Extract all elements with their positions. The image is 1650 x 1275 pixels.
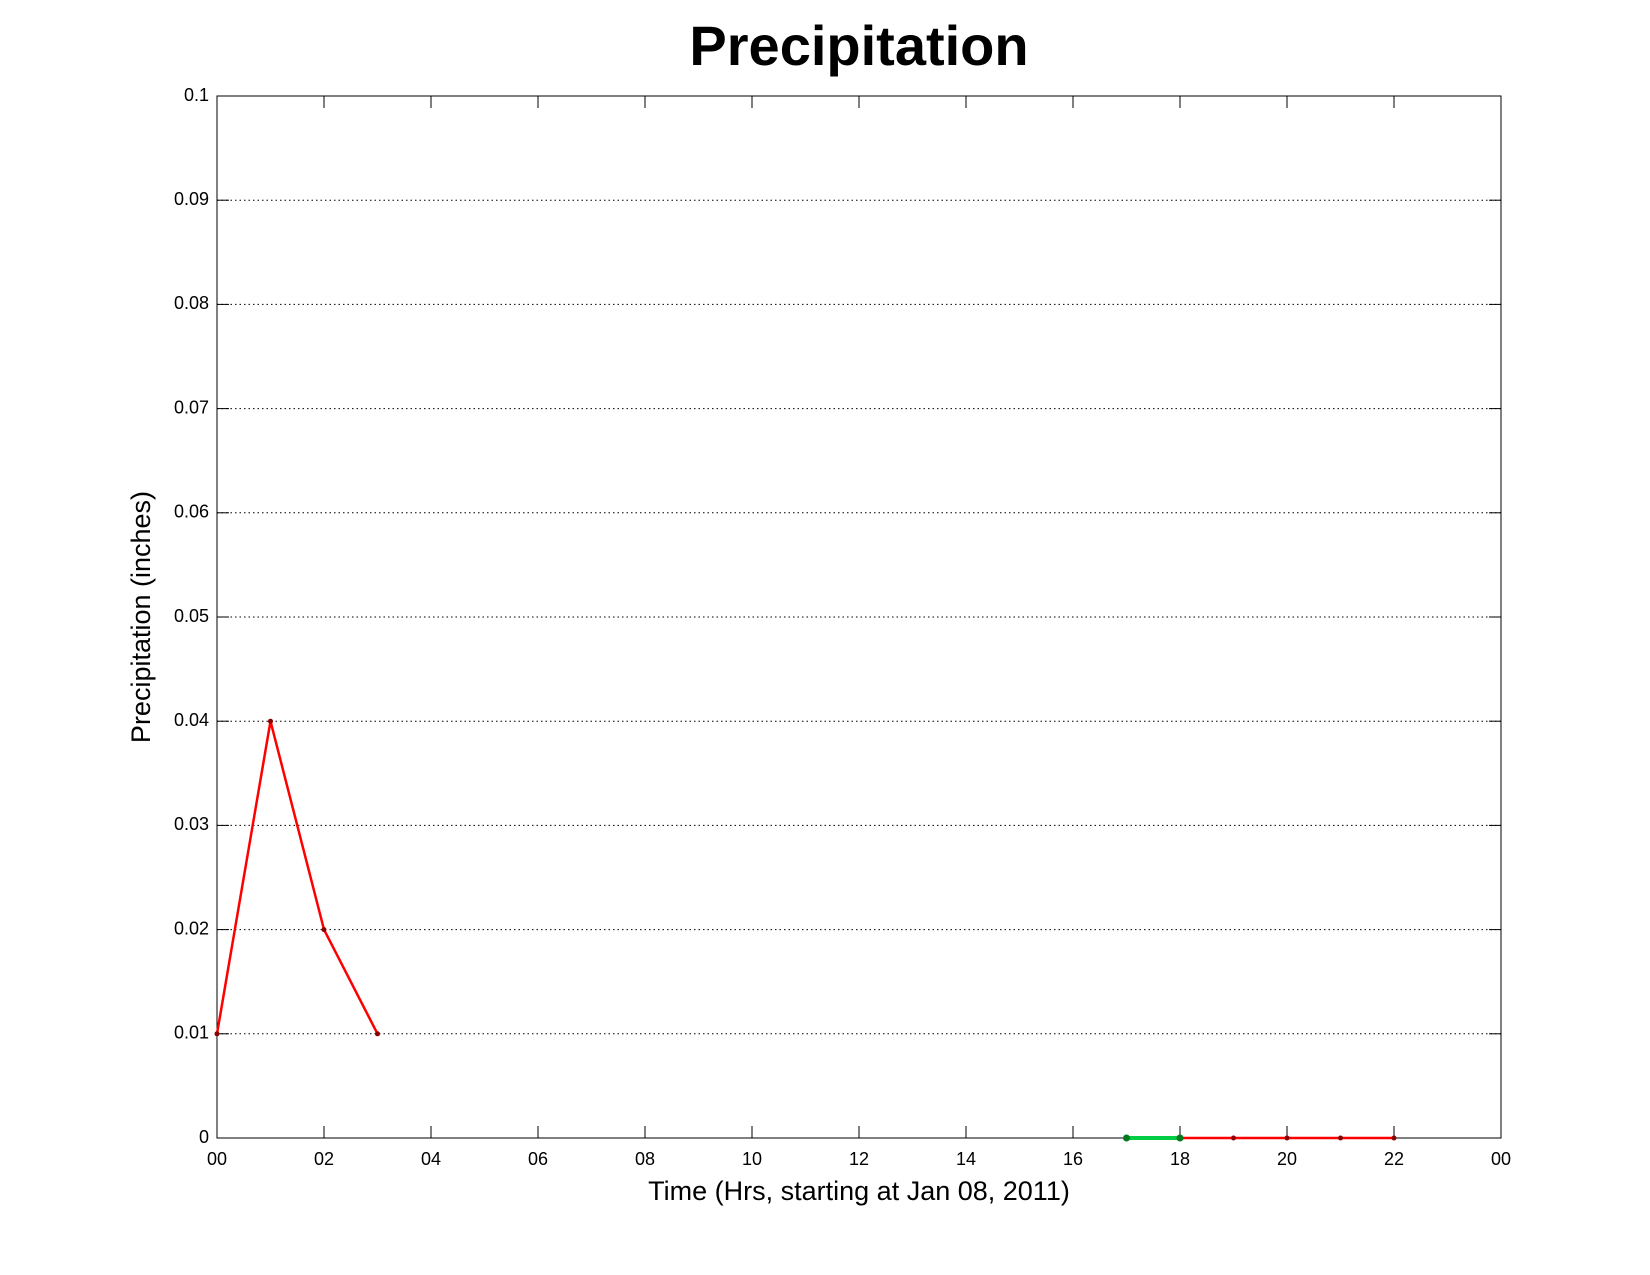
x-tick-label: 02 <box>314 1149 334 1169</box>
x-tick-label: 00 <box>1491 1149 1511 1169</box>
y-tick-label: 0.04 <box>174 710 209 730</box>
x-tick-label: 20 <box>1277 1149 1297 1169</box>
y-tick-label: 0.01 <box>174 1023 209 1043</box>
data-point <box>1123 1134 1130 1142</box>
y-tick-label: 0.02 <box>174 918 209 938</box>
plot-frame <box>216 95 1502 1139</box>
y-tick-label: 0.03 <box>174 814 209 834</box>
x-tick-label: 04 <box>421 1149 441 1169</box>
x-tick-label: 14 <box>956 1149 976 1169</box>
y-tick-label: 0 <box>199 1127 209 1147</box>
data-point <box>268 718 273 724</box>
data-point <box>214 1031 220 1037</box>
y-tick-label: 0.09 <box>174 189 209 209</box>
x-tick-label: 00 <box>207 1149 227 1169</box>
x-tick-label: 06 <box>528 1149 548 1169</box>
x-tick-label: 10 <box>742 1149 762 1169</box>
y-tick-label: 0.05 <box>174 606 209 626</box>
x-tick-label: 22 <box>1384 1149 1404 1169</box>
data-point <box>1338 1135 1343 1141</box>
y-tick-label: 0.08 <box>174 293 209 313</box>
x-tick-label: 12 <box>849 1149 869 1169</box>
chart-title: Precipitation <box>689 14 1028 77</box>
y-tick-label: 0.1 <box>184 85 209 105</box>
x-tick-label: 08 <box>635 1149 655 1169</box>
y-axis-label: Precipitation (inches) <box>126 491 156 743</box>
x-axis-label: Time (Hrs, starting at Jan 08, 2011) <box>648 1176 1070 1206</box>
y-tick-label: 0.07 <box>174 397 209 417</box>
x-tick-label: 18 <box>1170 1149 1190 1169</box>
data-point <box>1231 1135 1236 1141</box>
data-point <box>1284 1135 1290 1141</box>
y-tick-label: 0.06 <box>174 502 209 522</box>
data-point <box>1176 1134 1184 1142</box>
data-point <box>1391 1135 1397 1141</box>
data-point <box>375 1031 380 1037</box>
x-tick-label: 16 <box>1063 1149 1083 1169</box>
data-point <box>321 927 327 933</box>
